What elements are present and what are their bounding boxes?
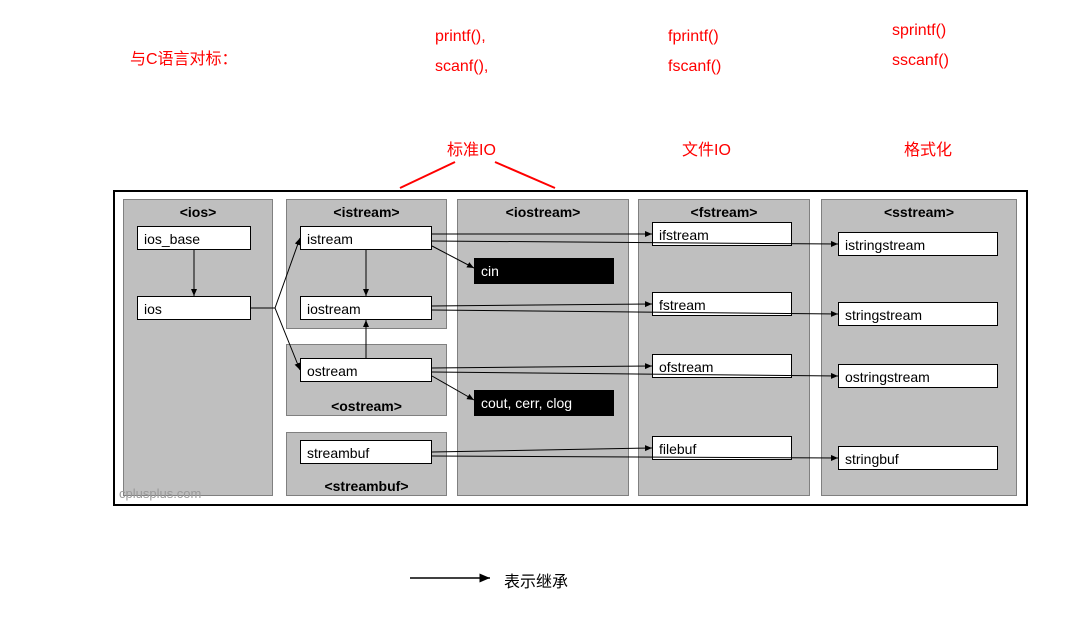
col-sstream-header: <sstream> xyxy=(822,200,1016,224)
legend-label: 表示继承 xyxy=(504,568,568,592)
col-ostream-footer: <ostream> xyxy=(286,394,447,418)
col-streambuf-footer: <streambuf> xyxy=(286,474,447,498)
watermark: cplusplus.com xyxy=(119,486,201,501)
col-iostream: <iostream> xyxy=(457,199,629,496)
node-ios_base: ios_base xyxy=(137,226,251,250)
col4-top1: sprintf() xyxy=(892,22,946,40)
col2-top2: scanf(), xyxy=(435,58,488,76)
col3-top1: fprintf() xyxy=(668,28,719,46)
col-istream-header: <istream> xyxy=(287,200,446,224)
col4-top2: sscanf() xyxy=(892,52,949,70)
node-iostream_cls: iostream xyxy=(300,296,432,320)
node-ifstream: ifstream xyxy=(652,222,792,246)
node-ostream: ostream xyxy=(300,358,432,382)
node-istringstream: istringstream xyxy=(838,232,998,256)
node-ostringstream: ostringstream xyxy=(838,364,998,388)
node-ios: ios xyxy=(137,296,251,320)
node-cin: cin xyxy=(474,258,614,284)
col4-mid: 格式化 xyxy=(904,136,952,160)
col-ios-header: <ios> xyxy=(124,200,272,224)
col-fstream-header: <fstream> xyxy=(639,200,809,224)
node-filebuf: filebuf xyxy=(652,436,792,460)
node-cout: cout, cerr, clog xyxy=(474,390,614,416)
col2-top1: printf(), xyxy=(435,28,486,46)
col3-top2: fscanf() xyxy=(668,58,721,76)
node-ofstream: ofstream xyxy=(652,354,792,378)
compare-label: 与C语言对标： xyxy=(130,45,238,69)
node-fstream_cls: fstream xyxy=(652,292,792,316)
node-istream: istream xyxy=(300,226,432,250)
col2-mid: 标准IO xyxy=(447,136,496,160)
node-stringbuf: stringbuf xyxy=(838,446,998,470)
col-iostream-header: <iostream> xyxy=(458,200,628,224)
col3-mid: 文件IO xyxy=(682,136,731,160)
node-streambuf: streambuf xyxy=(300,440,432,464)
node-stringstream: stringstream xyxy=(838,302,998,326)
